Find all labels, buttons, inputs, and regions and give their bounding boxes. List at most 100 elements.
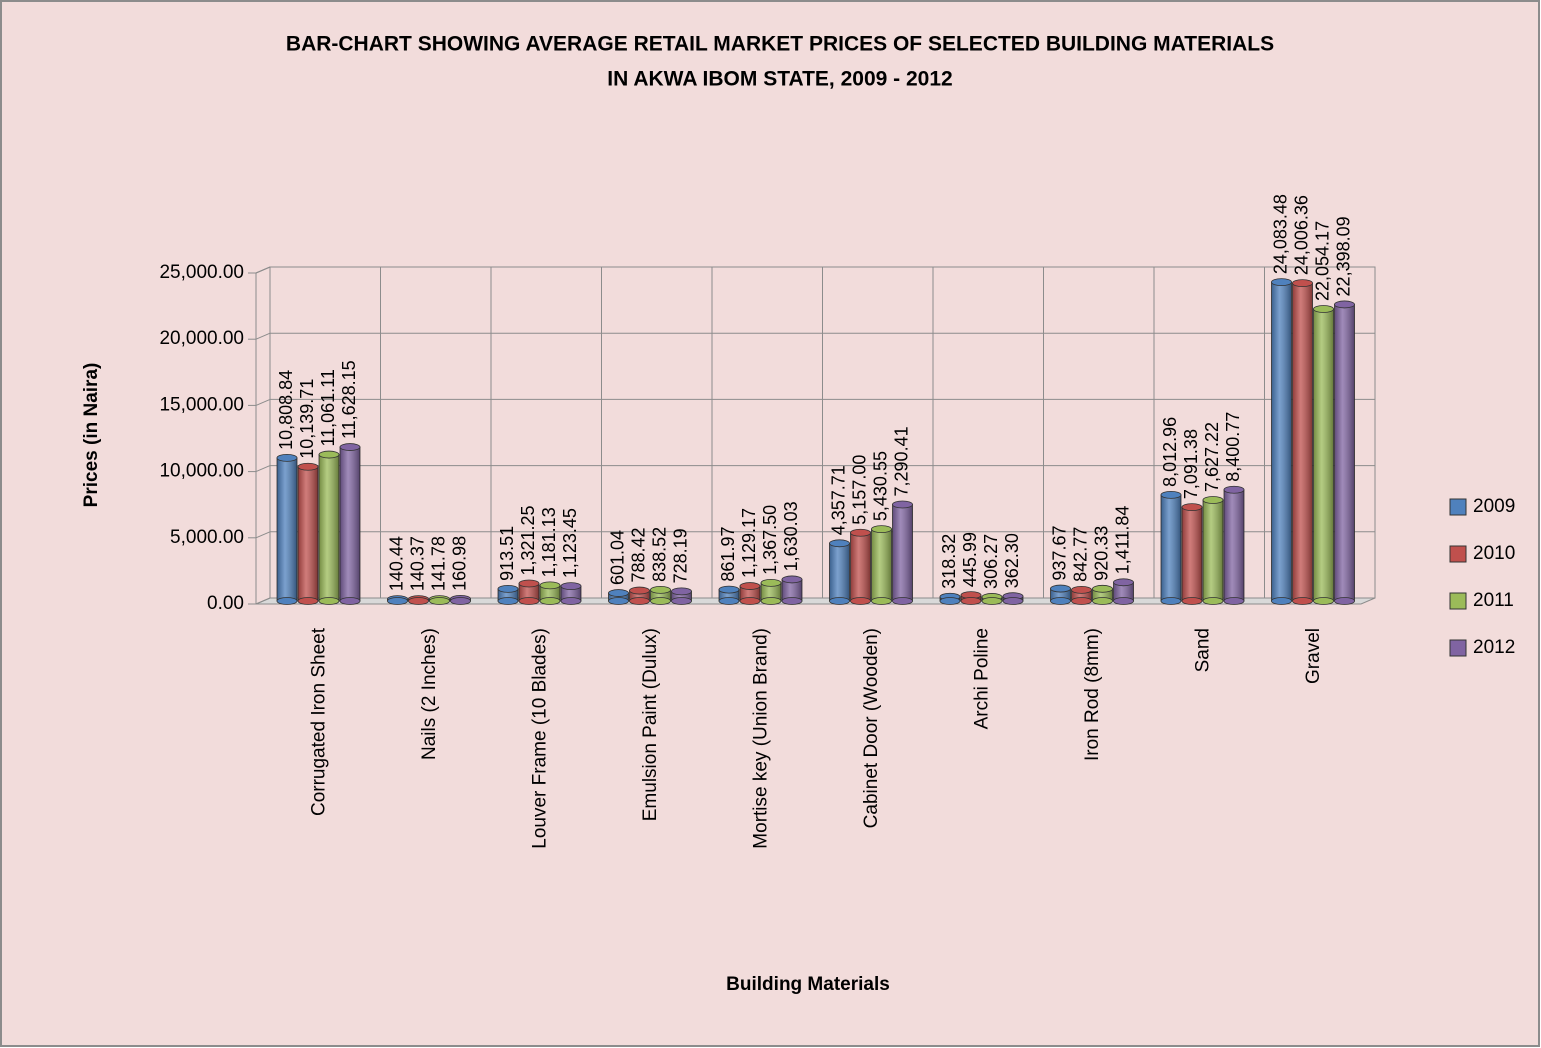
- bar: [1313, 305, 1334, 605]
- grid-line-side: [255, 597, 271, 605]
- bar: [960, 591, 982, 605]
- bar: [1181, 503, 1203, 605]
- value-label: 22,054.17: [1312, 221, 1332, 301]
- value-label: 1,321.25: [518, 505, 538, 575]
- bar: [829, 539, 850, 605]
- y-tick-label: 5,000.00: [170, 527, 244, 548]
- value-label: 22,398.09: [1333, 216, 1353, 296]
- value-label: 5,157.00: [849, 455, 869, 525]
- bar: [671, 587, 692, 605]
- value-label: 7,627.22: [1202, 422, 1222, 492]
- value-label: 140.44: [386, 536, 406, 591]
- value-label: 141.78: [428, 536, 448, 591]
- legend-label: 2010: [1473, 543, 1515, 564]
- value-label: 318.32: [939, 534, 959, 589]
- grid-line-side: [255, 332, 271, 340]
- value-label: 24,006.36: [1291, 195, 1311, 275]
- x-tick-label: Sand: [1192, 628, 1213, 672]
- value-label: 937.67: [1049, 526, 1069, 581]
- value-label: 1,367.50: [760, 505, 780, 575]
- value-label: 11,628.15: [339, 360, 359, 439]
- legend-label: 2012: [1473, 637, 1515, 658]
- legend-label: 2009: [1473, 496, 1515, 517]
- x-tick-label: Nails (2 Inches): [419, 628, 440, 760]
- bar: [781, 575, 803, 605]
- grid-line-side: [255, 398, 271, 406]
- x-axis-title: Building Materials: [726, 974, 890, 995]
- bar: [1223, 485, 1245, 605]
- x-tick-label: Corrugated Iron Sheet: [308, 627, 329, 816]
- bar: [939, 592, 961, 605]
- value-label: 10,808.84: [276, 370, 296, 450]
- value-label: 4,357.71: [828, 465, 848, 535]
- bar: [1050, 584, 1071, 605]
- value-label: 842.77: [1070, 527, 1090, 582]
- value-label: 861.97: [718, 527, 738, 582]
- value-label: 160.98: [449, 536, 469, 591]
- value-label: 1,129.17: [739, 508, 759, 578]
- bar: [1160, 491, 1182, 605]
- value-label: 306.27: [981, 534, 1001, 589]
- bar: [497, 585, 519, 605]
- bar: [276, 453, 298, 605]
- value-label: 8,012.96: [1160, 417, 1180, 487]
- bar: [318, 450, 340, 605]
- legend-swatch: [1449, 639, 1467, 657]
- value-label: 445.99: [960, 532, 980, 587]
- y-tick-label: 20,000.00: [159, 328, 244, 349]
- value-label: 5,430.55: [870, 451, 890, 521]
- bar: [297, 462, 319, 605]
- bar: [981, 593, 1003, 605]
- value-label: 913.51: [497, 526, 517, 581]
- value-label: 728.19: [670, 528, 690, 583]
- bar: [1092, 584, 1113, 605]
- value-label: 601.04: [607, 530, 627, 585]
- legend-swatch: [1449, 498, 1467, 516]
- bar: [1271, 278, 1292, 605]
- grid-line-side: [255, 266, 271, 274]
- y-tick-label: 10,000.00: [159, 461, 244, 482]
- bar: [518, 579, 540, 605]
- bar: [650, 585, 671, 605]
- value-label: 7,290.41: [891, 426, 911, 496]
- legend-label: 2011: [1473, 590, 1514, 611]
- x-tick-label: Emulsion Paint (Dulux): [640, 628, 661, 821]
- bar: [387, 595, 408, 605]
- value-label: 1,630.03: [781, 501, 801, 571]
- value-label: 838.52: [649, 527, 669, 582]
- bar: [850, 528, 871, 605]
- value-label: 7,091.38: [1181, 429, 1201, 499]
- bar: [450, 594, 471, 605]
- bar: [1002, 592, 1024, 605]
- value-label: 920.33: [1091, 526, 1111, 581]
- bar: [892, 500, 913, 605]
- bar: [408, 595, 429, 605]
- bar: [739, 582, 761, 605]
- value-label: 788.42: [628, 527, 648, 582]
- bar: [608, 589, 629, 605]
- bar: [871, 525, 892, 605]
- bar: [718, 585, 740, 605]
- bar: [760, 578, 782, 605]
- value-label: 140.37: [407, 536, 427, 591]
- value-label: 10,139.71: [297, 379, 317, 459]
- bar: [1202, 496, 1224, 605]
- bar: [629, 586, 650, 605]
- legend-swatch: [1449, 545, 1467, 563]
- chart-title: IN AKWA IBOM STATE, 2009 - 2012: [607, 68, 952, 91]
- x-tick-label: Mortise key (Union Brand): [750, 628, 771, 849]
- value-label: 1,123.45: [560, 508, 580, 578]
- x-tick-label: Louver Frame (10 Blades): [529, 628, 550, 849]
- value-label: 11,061.11: [318, 369, 338, 446]
- value-label: 1,181.13: [539, 507, 559, 577]
- y-tick-label: 25,000.00: [159, 262, 244, 283]
- value-label: 24,083.48: [1270, 194, 1290, 274]
- bar: [429, 595, 450, 605]
- bar: [1292, 279, 1313, 605]
- x-tick-label: Iron Rod (8mm): [1082, 628, 1103, 761]
- x-tick-label: Cabinet Door (Wooden): [861, 628, 882, 828]
- bar: [1334, 300, 1355, 605]
- bar: [339, 443, 361, 605]
- grid-line-side: [255, 465, 271, 473]
- bar: [1071, 585, 1092, 605]
